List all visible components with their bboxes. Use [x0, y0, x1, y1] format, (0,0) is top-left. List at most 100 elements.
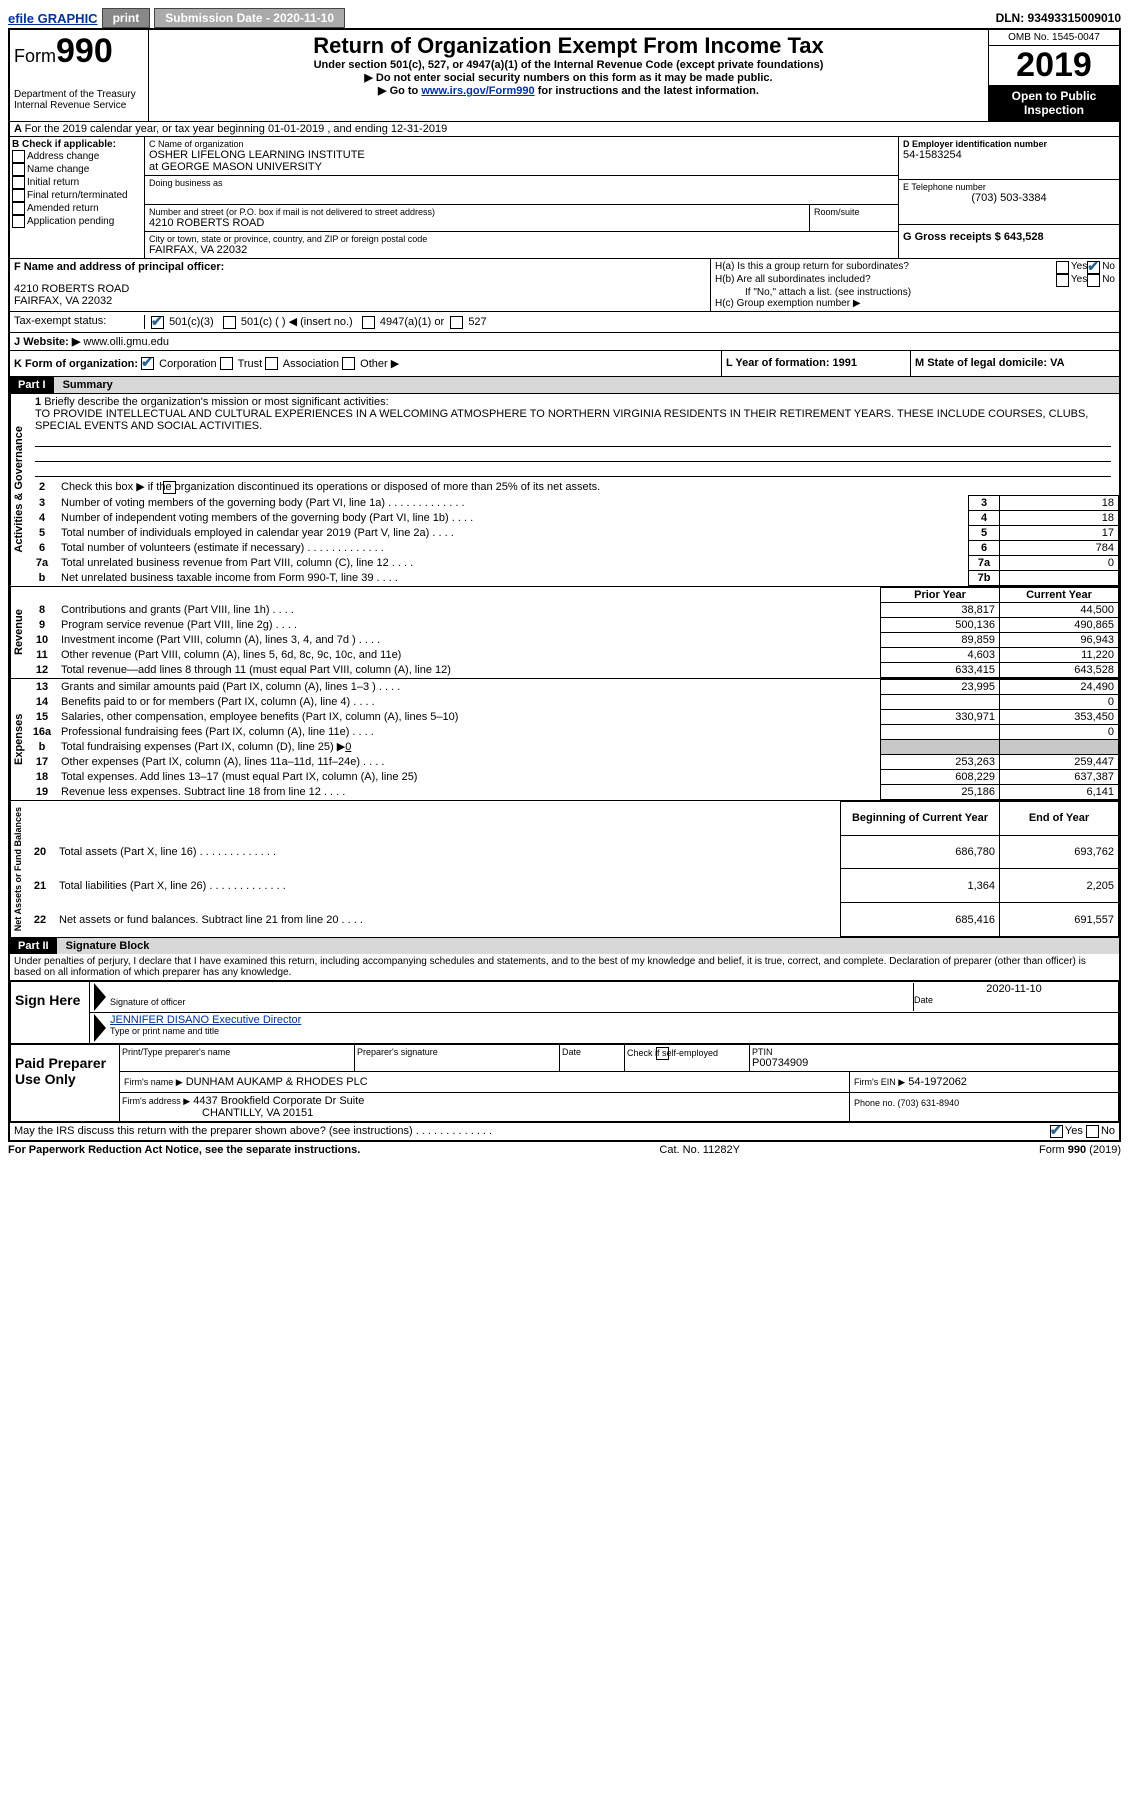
501c3-label: 501(c)(3): [169, 316, 214, 328]
street-address: 4210 ROBERTS ROAD: [149, 217, 805, 229]
501c-label: 501(c) ( ) ◀ (insert no.): [241, 316, 353, 328]
discuss-no: No: [1101, 1125, 1115, 1138]
inspection-text: Open to Public Inspection: [989, 85, 1119, 121]
l21-beg: 1,364: [841, 869, 1000, 903]
line-a: A For the 2019 calendar year, or tax yea…: [10, 122, 1119, 137]
dln-text: DLN: 93493315009010: [996, 11, 1121, 25]
sign-here-label: Sign Here: [11, 982, 90, 1043]
l18-prior: 608,229: [881, 769, 1000, 784]
line16b-val: 0: [345, 741, 351, 753]
instructions-link[interactable]: www.irs.gov/Form990: [421, 85, 534, 97]
l14-prior: [881, 694, 1000, 709]
name-change-checkbox[interactable]: [12, 163, 25, 176]
tax-year: 2019: [989, 46, 1119, 85]
ein-value: 54-1583254: [903, 149, 1115, 161]
tax-exempt-label: Tax-exempt status:: [14, 315, 106, 327]
line7b-text: Net unrelated business taxable income fr…: [61, 572, 398, 584]
initial-return-checkbox[interactable]: [12, 176, 25, 189]
line6-text: Total number of volunteers (estimate if …: [61, 542, 384, 554]
line7a-val: 0: [1000, 555, 1119, 570]
line22-text: Net assets or fund balances. Subtract li…: [59, 914, 363, 926]
right-info-box: D Employer identification number 54-1583…: [898, 137, 1119, 258]
goto-label: Go to: [378, 85, 421, 97]
other-checkbox[interactable]: [342, 357, 355, 370]
firm-name-label: Firm's name ▶: [124, 1077, 183, 1087]
line3-val: 18: [1000, 495, 1119, 510]
year-box: OMB No. 1545-0047 2019 Open to Public In…: [988, 30, 1119, 121]
discuss-no-checkbox[interactable]: [1086, 1125, 1099, 1138]
city-text: FAIRFAX, VA 22032: [149, 244, 894, 256]
501c-checkbox[interactable]: [223, 316, 236, 329]
527-checkbox[interactable]: [450, 316, 463, 329]
officer-addr2: FAIRFAX, VA 22032: [14, 295, 706, 307]
l11-prior: 4,603: [881, 647, 1000, 662]
website-value: www.olli.gmu.edu: [83, 336, 169, 348]
l19-prior: 25,186: [881, 784, 1000, 799]
line4-val: 18: [1000, 510, 1119, 525]
section-netassets: Net Assets or Fund Balances: [10, 801, 25, 937]
l19-curr: 6,141: [1000, 784, 1119, 799]
l16a-curr: 0: [1000, 724, 1119, 739]
l17-curr: 259,447: [1000, 754, 1119, 769]
line16b-text: Total fundraising expenses (Part IX, col…: [61, 741, 345, 753]
501c3-checkbox[interactable]: [151, 316, 164, 329]
line9-text: Program service revenue (Part VIII, line…: [61, 619, 297, 631]
discuss-yes-checkbox[interactable]: [1050, 1125, 1063, 1138]
discuss-yes: Yes: [1065, 1125, 1083, 1138]
line4-text: Number of independent voting members of …: [61, 512, 473, 524]
application-pending-checkbox[interactable]: [12, 215, 25, 228]
chk-lbl-4: Amended return: [27, 203, 99, 214]
line13-text: Grants and similar amounts paid (Part IX…: [61, 681, 400, 693]
footer-left: For Paperwork Reduction Act Notice, see …: [8, 1144, 360, 1156]
year-formation: L Year of formation: 1991: [726, 357, 857, 369]
box-f: F Name and address of principal officer:…: [10, 259, 711, 311]
print-button[interactable]: print: [102, 8, 151, 28]
ha-no-checkbox[interactable]: [1087, 261, 1100, 274]
preparer-sig-label: Preparer's signature: [357, 1047, 557, 1057]
firm-addr1: 4437 Brookfield Corporate Dr Suite: [193, 1095, 364, 1107]
ein-label: D Employer identification number: [903, 139, 1047, 149]
state-domicile: M State of legal domicile: VA: [915, 357, 1065, 369]
box-b: B Check if applicable: Address change Na…: [10, 137, 145, 258]
l12-prior: 633,415: [881, 662, 1000, 677]
form-title: Return of Organization Exempt From Incom…: [155, 33, 982, 59]
paid-preparer-block: Paid Preparer Use Only Print/Type prepar…: [10, 1044, 1119, 1122]
trust-checkbox[interactable]: [220, 357, 233, 370]
l15-curr: 353,450: [1000, 709, 1119, 724]
corp-checkbox[interactable]: [141, 357, 154, 370]
line2-checkbox[interactable]: [163, 481, 176, 494]
l9-curr: 490,865: [1000, 617, 1119, 632]
sig-date-label: Date: [914, 995, 1114, 1005]
efile-link[interactable]: efile GRAPHIC: [8, 11, 98, 26]
trust-label: Trust: [238, 358, 263, 370]
preparer-name-label: Print/Type preparer's name: [122, 1047, 352, 1057]
sig-arrow-icon-2: [94, 1014, 106, 1042]
no-2: No: [1102, 274, 1115, 287]
self-employed-checkbox[interactable]: [656, 1047, 669, 1060]
chk-lbl-0: Address change: [27, 151, 99, 162]
final-return-checkbox[interactable]: [12, 189, 25, 202]
firm-ein: 54-1972062: [908, 1076, 967, 1088]
line5-val: 17: [1000, 525, 1119, 540]
amended-return-checkbox[interactable]: [12, 202, 25, 215]
yes-1: Yes: [1071, 261, 1087, 274]
hb-yes-checkbox[interactable]: [1056, 274, 1069, 287]
line11-text: Other revenue (Part VIII, column (A), li…: [61, 649, 401, 661]
submission-date-button[interactable]: Submission Date - 2020-11-10: [154, 8, 345, 28]
part1-header: Part I: [10, 377, 54, 393]
phone-value: (703) 503-3384: [903, 192, 1115, 204]
4947-checkbox[interactable]: [362, 316, 375, 329]
website-label: Website: ▶: [23, 336, 80, 348]
l16b-prior: [881, 739, 1000, 754]
assoc-checkbox[interactable]: [265, 357, 278, 370]
ha-yes-checkbox[interactable]: [1056, 261, 1069, 274]
line5-text: Total number of individuals employed in …: [61, 527, 454, 539]
l18-curr: 637,387: [1000, 769, 1119, 784]
address-change-checkbox[interactable]: [12, 150, 25, 163]
mission-label: Briefly describe the organization's miss…: [44, 396, 388, 408]
l8-prior: 38,817: [881, 602, 1000, 617]
officer-addr1: 4210 ROBERTS ROAD: [14, 283, 706, 295]
l16a-prior: [881, 724, 1000, 739]
hb-no-checkbox[interactable]: [1087, 274, 1100, 287]
4947-label: 4947(a)(1) or: [380, 316, 444, 328]
